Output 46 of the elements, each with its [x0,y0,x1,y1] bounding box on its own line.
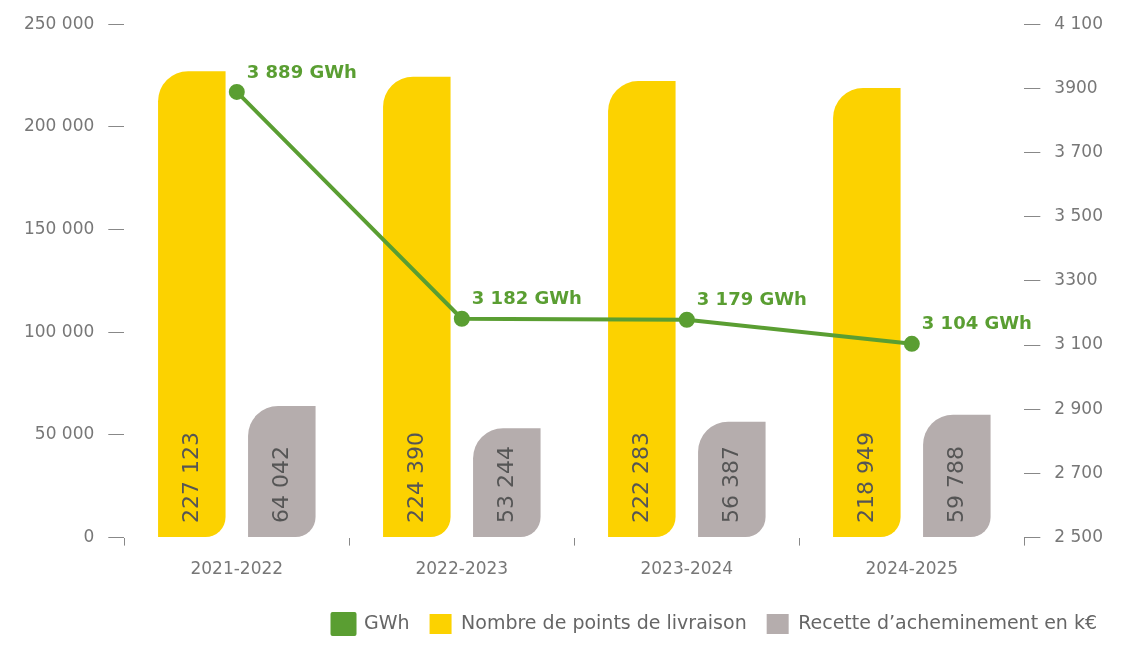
y-tick-label: 0 [83,526,95,547]
data-label: 218 949 [852,432,878,524]
data-label: 224 390 [402,432,428,524]
bar [158,71,226,538]
data-label: 3 889 GWh [246,60,357,82]
bar [383,76,451,538]
y-tick-label: 100 000 [23,320,95,341]
y2-tick-label: 3 100 [1054,333,1103,354]
y-tick-label: 250 000 [23,12,95,33]
y2-tick-label: 3 700 [1054,140,1103,161]
y2-tick-label: 3300 [1054,269,1098,290]
y2-tick-label: 3 500 [1054,205,1103,226]
y-tick-label: 150 000 [23,217,95,238]
legend-label: Recette d’acheminement en k€ [798,610,1098,633]
bar [698,421,766,538]
bar [473,428,541,538]
data-label: 53 244 [492,446,518,524]
data-label: 3 104 GWh [921,312,1032,334]
x-tick-label: 2021-2022 [190,558,284,579]
bar [833,87,901,538]
point [228,83,245,100]
data-label: 64 042 [267,446,293,524]
bar [248,406,316,538]
data-label: 59 788 [942,446,968,524]
point [453,310,470,327]
y2-tick-label: 3900 [1054,76,1098,97]
y2-tick-label: 2 700 [1054,461,1103,482]
y2-tick-label: 4 100 [1054,12,1103,33]
legend-label: GWh [364,610,410,633]
bar [608,81,676,538]
data-label: 56 387 [717,446,743,524]
data-label: 222 283 [627,432,653,524]
x-tick-label: 2022-2023 [415,558,509,579]
y-tick-label: 50 000 [34,423,95,444]
data-label: 227 123 [177,432,203,524]
point [903,335,920,352]
data-label: 3 179 GWh [696,288,807,310]
point [678,311,695,328]
x-tick-label: 2024-2025 [865,558,959,579]
x-tick-label: 2023-2024 [640,558,734,579]
bar [923,414,991,538]
y2-tick-label: 2 900 [1054,397,1103,418]
y2-tick-label: 2 500 [1054,526,1103,547]
y-tick-label: 200 000 [23,115,95,136]
data-label: 3 182 GWh [471,287,582,309]
legend-label: Nombre de points de livraison [461,610,747,633]
